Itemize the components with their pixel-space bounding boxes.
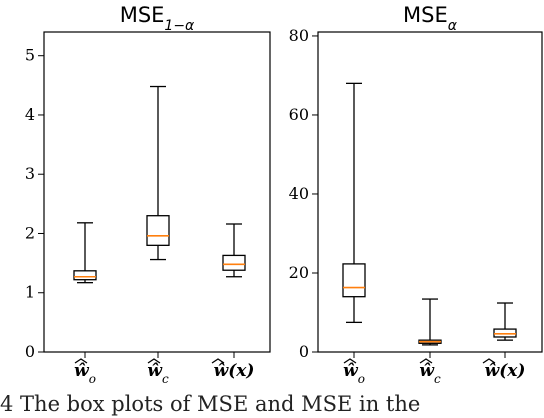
caption: 4 The box plots of MSE and MSE in the: [0, 392, 421, 416]
hat-accent: [147, 358, 161, 364]
x-tick-label: ŵc: [419, 361, 441, 386]
x-tick-label: ŵ(x): [485, 361, 526, 381]
y-tick-label: 60: [289, 105, 309, 124]
y-tick-label: 1: [25, 283, 35, 302]
x-tick-label: ŵo: [74, 361, 96, 386]
y-tick-label: 40: [289, 184, 309, 203]
y-tick-label: 3: [25, 164, 35, 183]
hat-accent: [482, 358, 496, 364]
y-tick-label: 80: [289, 26, 309, 45]
plot-frame: [317, 31, 543, 353]
x-tick-label: ŵo: [343, 361, 365, 386]
y-tick-label: 0: [299, 342, 309, 361]
hat-accent: [419, 358, 433, 364]
box-iqr: [342, 263, 366, 298]
x-tick-label: ŵ(x): [214, 361, 255, 381]
y-tick-label: 5: [25, 46, 35, 65]
y-tick-label: 4: [25, 105, 35, 124]
chart-title: MSE1−α: [120, 3, 195, 34]
x-tick-label: ŵc: [147, 361, 169, 386]
hat-accent: [211, 358, 225, 364]
y-tick-label: 2: [25, 223, 35, 242]
y-tick-label: 20: [289, 263, 309, 282]
box-iqr: [146, 215, 170, 246]
chart-title: MSEα: [403, 3, 458, 34]
hat-accent: [74, 358, 88, 364]
box-iqr: [222, 254, 246, 271]
y-tick-label: 0: [25, 342, 35, 361]
box-iqr: [73, 270, 97, 281]
panel-mse-alpha: MSEα 0 20 40 60 80 ŵo ŵc ŵ(x): [289, 3, 543, 386]
plot-frame: [43, 31, 271, 353]
panel-mse-1-minus-alpha: MSE1−α 0 1 2 3 4 5 ŵo ŵc ŵ(x): [25, 3, 271, 386]
hat-accent: [343, 358, 357, 364]
